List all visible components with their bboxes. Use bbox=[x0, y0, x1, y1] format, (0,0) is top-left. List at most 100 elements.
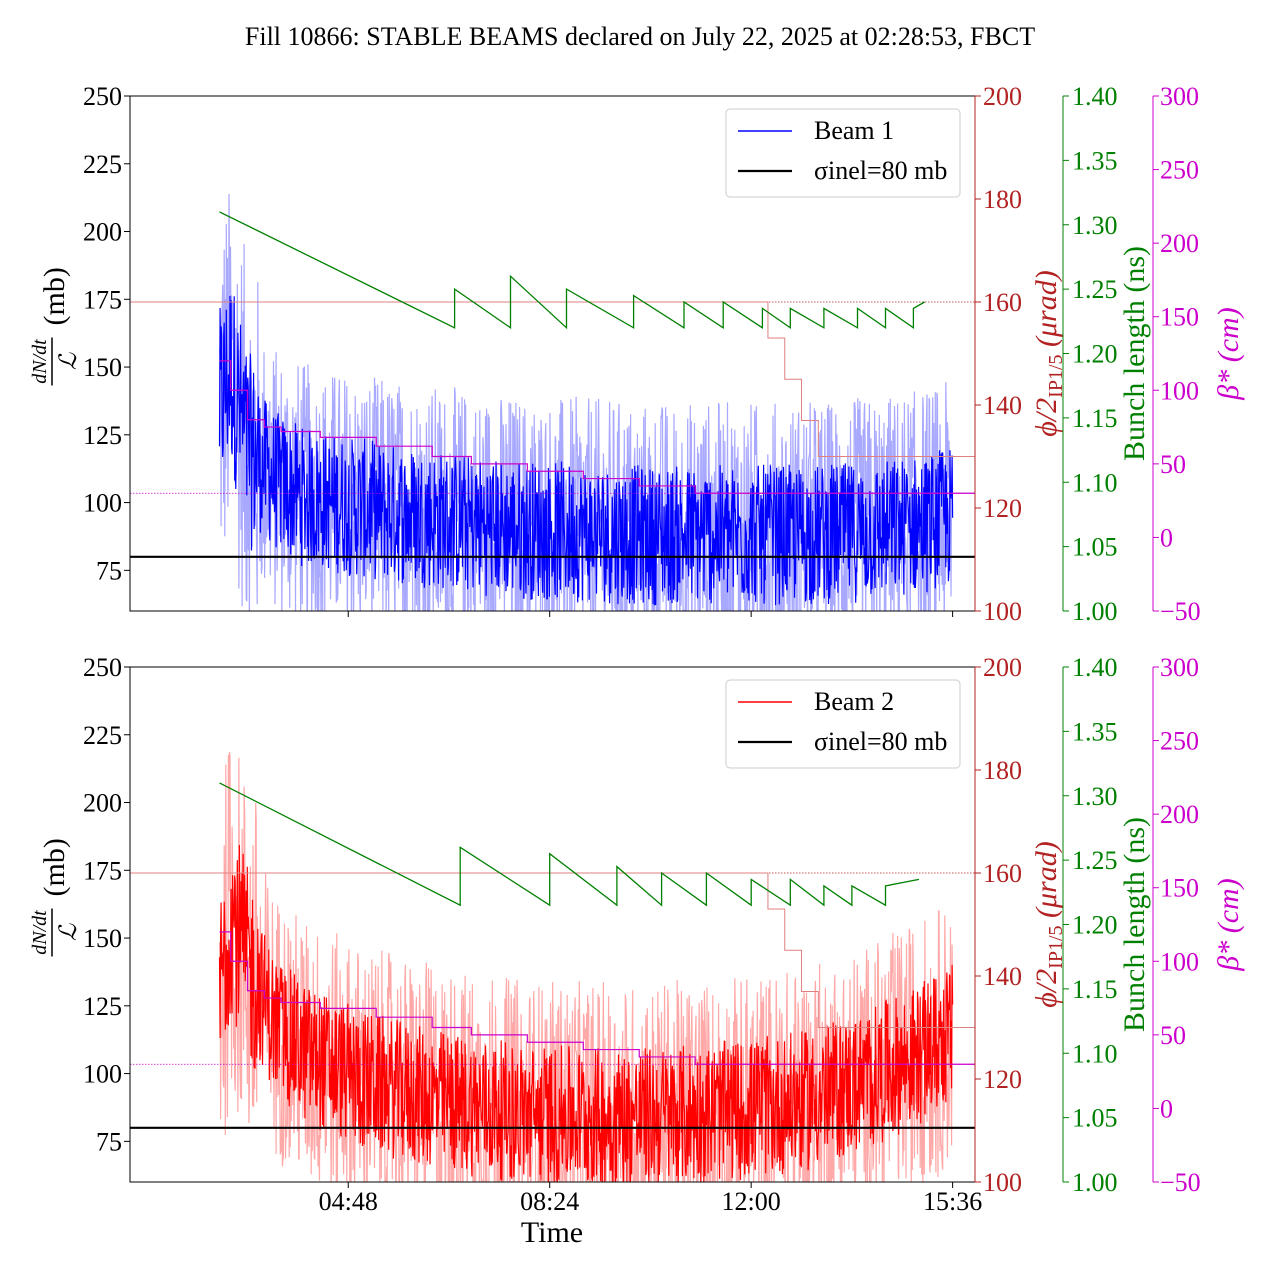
magenta-axis-label-text: β* (cm) bbox=[1212, 307, 1245, 400]
red-tick-label: 140 bbox=[983, 391, 1022, 420]
green-tick-label: 1.30 bbox=[1072, 211, 1118, 240]
left-axis-label: (mb) dN/dt ℒ bbox=[29, 838, 82, 957]
green-tick-label: 1.00 bbox=[1072, 1168, 1118, 1197]
magenta-tick-label: −50 bbox=[1160, 597, 1201, 626]
x-tick-label: 15:36 bbox=[923, 1187, 982, 1216]
beta-star-line bbox=[219, 931, 975, 1065]
left-axis-unit: (mb) bbox=[38, 838, 71, 896]
left-axis-frac-denominator: ℒ bbox=[56, 352, 82, 370]
red-tick-label: 200 bbox=[983, 653, 1022, 682]
green-tick-label: 1.10 bbox=[1072, 1039, 1118, 1068]
red-tick-label: 100 bbox=[983, 1168, 1022, 1197]
magenta-tick-label: 300 bbox=[1160, 653, 1199, 682]
green-tick-label: 1.30 bbox=[1072, 782, 1118, 811]
magenta-tick-label: 50 bbox=[1160, 1021, 1186, 1050]
magenta-axis-label: β* (cm) bbox=[1212, 307, 1245, 400]
green-tick-label: 1.15 bbox=[1072, 404, 1118, 433]
magenta-tick-label: 100 bbox=[1160, 376, 1199, 405]
legend-beam-label: Beam 2 bbox=[814, 687, 894, 716]
green-tick-label: 1.40 bbox=[1072, 82, 1118, 111]
legend: Beam 1 σinel=80 mb bbox=[725, 108, 961, 198]
red-tick-label: 160 bbox=[983, 288, 1022, 317]
legend-sigma-label: σinel=80 mb bbox=[814, 727, 947, 756]
red-axis-label-text: ϕ/2IP1/5 (μrad) bbox=[1030, 841, 1067, 1007]
magenta-axis-label-text: β* (cm) bbox=[1212, 878, 1245, 971]
red-tick-label: 140 bbox=[983, 962, 1022, 991]
x-tick-label: 08:24 bbox=[520, 1187, 579, 1216]
left-tick-label: 75 bbox=[96, 556, 122, 585]
crossing-angle-line bbox=[130, 301, 975, 457]
figure-title: Fill 10866: STABLE BEAMS declared on Jul… bbox=[245, 22, 1035, 51]
magenta-tick-label: 200 bbox=[1160, 800, 1199, 829]
magenta-tick-label: 250 bbox=[1160, 156, 1199, 185]
magenta-tick-label: 50 bbox=[1160, 450, 1186, 479]
left-axis-frac-numerator: dN/dt bbox=[29, 339, 51, 384]
green-tick-label: 1.35 bbox=[1072, 146, 1118, 175]
left-tick-label: 125 bbox=[83, 421, 122, 450]
red-tick-label: 160 bbox=[983, 859, 1022, 888]
left-tick-label: 150 bbox=[83, 924, 122, 953]
left-tick-label: 250 bbox=[83, 82, 122, 111]
red-tick-label: 180 bbox=[983, 185, 1022, 214]
magenta-axis-label: β* (cm) bbox=[1212, 878, 1245, 971]
left-tick-label: 225 bbox=[83, 150, 122, 179]
green-tick-label: 1.40 bbox=[1072, 653, 1118, 682]
green-tick-label: 1.25 bbox=[1072, 846, 1118, 875]
green-tick-label: 1.15 bbox=[1072, 975, 1118, 1004]
crossing-angle-line bbox=[130, 872, 975, 1028]
red-tick-label: 200 bbox=[983, 82, 1022, 111]
left-tick-label: 150 bbox=[83, 353, 122, 382]
beam-trace bbox=[218, 844, 954, 1182]
bunch-length-line bbox=[219, 211, 925, 330]
red-tick-label: 120 bbox=[983, 494, 1022, 523]
left-axis-label: (mb) dN/dt ℒ bbox=[29, 267, 82, 386]
green-tick-label: 1.35 bbox=[1072, 717, 1118, 746]
green-tick-label: 1.10 bbox=[1072, 468, 1118, 497]
green-tick-label: 1.20 bbox=[1072, 911, 1118, 940]
magenta-tick-label: 100 bbox=[1160, 947, 1199, 976]
legend-beam-label: Beam 1 bbox=[814, 116, 894, 145]
magenta-tick-label: 150 bbox=[1160, 303, 1199, 332]
green-tick-label: 1.00 bbox=[1072, 597, 1118, 626]
red-tick-label: 120 bbox=[983, 1065, 1022, 1094]
red-tick-label: 100 bbox=[983, 597, 1022, 626]
left-tick-label: 175 bbox=[83, 285, 122, 314]
red-axis-label: ϕ/2IP1/5 (μrad) bbox=[1030, 270, 1067, 436]
plot-area bbox=[130, 751, 975, 1182]
left-tick-label: 75 bbox=[96, 1127, 122, 1156]
left-tick-label: 175 bbox=[83, 856, 122, 885]
magenta-tick-label: 250 bbox=[1160, 727, 1199, 756]
red-axis-label-text: ϕ/2IP1/5 (μrad) bbox=[1030, 270, 1067, 436]
x-axis-label: Time bbox=[521, 1216, 583, 1249]
legend: Beam 2 σinel=80 mb bbox=[725, 679, 961, 769]
left-tick-label: 200 bbox=[83, 789, 122, 818]
magenta-tick-label: 200 bbox=[1160, 229, 1199, 258]
panel-bottom: 75 100 125 150 175 200 225 250 100 120 140 160 180 20… bbox=[29, 653, 1245, 1216]
green-tick-label: 1.20 bbox=[1072, 340, 1118, 369]
x-tick-label: 04:48 bbox=[319, 1187, 378, 1216]
bunch-length-line bbox=[219, 782, 920, 907]
magenta-tick-label: 0 bbox=[1160, 523, 1173, 552]
red-axis-label: ϕ/2IP1/5 (μrad) bbox=[1030, 841, 1067, 1007]
magenta-tick-label: 150 bbox=[1160, 874, 1199, 903]
left-axis-frac-denominator: ℒ bbox=[56, 923, 82, 941]
beta-star-line bbox=[219, 360, 975, 494]
green-axis-label: Bunch length (ns) bbox=[1118, 817, 1151, 1032]
beam-noise-band bbox=[218, 751, 954, 1182]
left-axis-frac-numerator: dN/dt bbox=[29, 910, 51, 955]
green-axis-label-text: Bunch length (ns) bbox=[1118, 817, 1151, 1032]
left-tick-label: 100 bbox=[83, 1060, 122, 1089]
green-tick-label: 1.05 bbox=[1072, 533, 1118, 562]
left-tick-label: 225 bbox=[83, 721, 122, 750]
left-tick-label: 100 bbox=[83, 489, 122, 518]
panel-top: 75 100 125 150 175 200 225 250 100 120 140 160 180 20… bbox=[29, 82, 1245, 626]
red-tick-label: 180 bbox=[983, 756, 1022, 785]
green-tick-label: 1.05 bbox=[1072, 1104, 1118, 1133]
left-tick-label: 200 bbox=[83, 218, 122, 247]
left-axis-unit: (mb) bbox=[38, 267, 71, 325]
magenta-tick-label: 300 bbox=[1160, 82, 1199, 111]
legend-sigma-label: σinel=80 mb bbox=[814, 156, 947, 185]
x-tick-label: 12:00 bbox=[722, 1187, 781, 1216]
plot-area bbox=[130, 193, 975, 611]
